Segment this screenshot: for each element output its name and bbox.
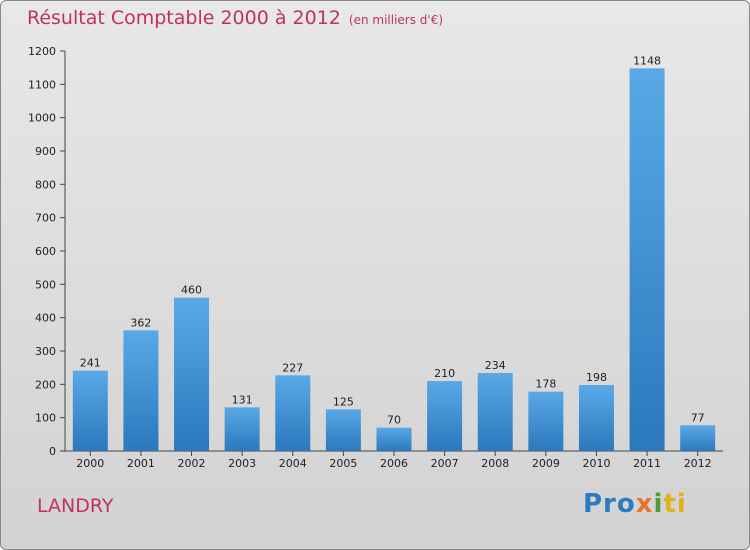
- y-tick-label: 300: [35, 345, 56, 358]
- data-label: 198: [586, 371, 607, 384]
- y-tick-label: 800: [35, 178, 56, 191]
- bar: [376, 427, 412, 451]
- y-tick-label: 1100: [28, 78, 56, 91]
- data-label: 70: [387, 414, 401, 427]
- bar: [427, 381, 463, 451]
- bar: [528, 391, 564, 451]
- bar: [224, 407, 260, 451]
- bar: [123, 330, 159, 451]
- x-tick-label: 2003: [228, 457, 256, 470]
- bar: [680, 425, 716, 451]
- x-tick-label: 2000: [76, 457, 104, 470]
- y-tick-label: 900: [35, 145, 56, 158]
- data-label: 178: [535, 378, 556, 391]
- data-label: 241: [80, 357, 101, 370]
- x-tick-label: 2005: [329, 457, 357, 470]
- x-tick-label: 2006: [380, 457, 408, 470]
- bar: [477, 373, 513, 451]
- chart-title-text: Résultat Comptable 2000 à 2012: [27, 7, 341, 29]
- data-label: 362: [130, 316, 151, 329]
- data-label: 210: [434, 367, 455, 380]
- data-label: 234: [485, 359, 506, 372]
- y-tick-label: 100: [35, 412, 56, 425]
- bar: [275, 375, 311, 451]
- place-name: LANDRY: [37, 495, 114, 517]
- x-tick-label: 2012: [684, 457, 712, 470]
- y-tick-label: 400: [35, 312, 56, 325]
- x-tick-label: 2011: [633, 457, 661, 470]
- y-tick-label: 500: [35, 278, 56, 291]
- x-tick-label: 2002: [178, 457, 206, 470]
- data-label: 460: [181, 284, 202, 297]
- bar: [174, 297, 210, 451]
- x-tick-label: 2001: [127, 457, 155, 470]
- data-label: 125: [333, 395, 354, 408]
- y-tick-label: 700: [35, 212, 56, 225]
- data-label: 77: [691, 411, 705, 424]
- bar: [629, 68, 665, 451]
- bar: [72, 370, 108, 451]
- chart-subtitle: (en milliers d'€): [348, 13, 444, 27]
- chart-title: Résultat Comptable 2000 à 2012 (en millie…: [27, 7, 443, 29]
- x-tick-label: 2008: [481, 457, 509, 470]
- data-label: 1148: [633, 54, 661, 67]
- chart-bars: 241 362 460 131 227 125 70 210 234 178 198 1148 77: [72, 54, 716, 451]
- y-tick-label: 0: [49, 445, 56, 458]
- data-label: 227: [282, 361, 303, 374]
- y-tick-label: 600: [35, 245, 56, 258]
- y-tick-label: 1000: [28, 112, 56, 125]
- y-tick-label: 200: [35, 378, 56, 391]
- y-tick-label: 1200: [28, 45, 56, 58]
- x-tick-label: 2007: [431, 457, 459, 470]
- x-tick-label: 2010: [582, 457, 610, 470]
- x-tick-label: 2004: [279, 457, 307, 470]
- x-tick-label: 2009: [532, 457, 560, 470]
- data-label: 131: [232, 393, 253, 406]
- bar: [578, 385, 614, 451]
- bar: [325, 409, 361, 451]
- proxiti-logo: Proxiti: [583, 489, 687, 519]
